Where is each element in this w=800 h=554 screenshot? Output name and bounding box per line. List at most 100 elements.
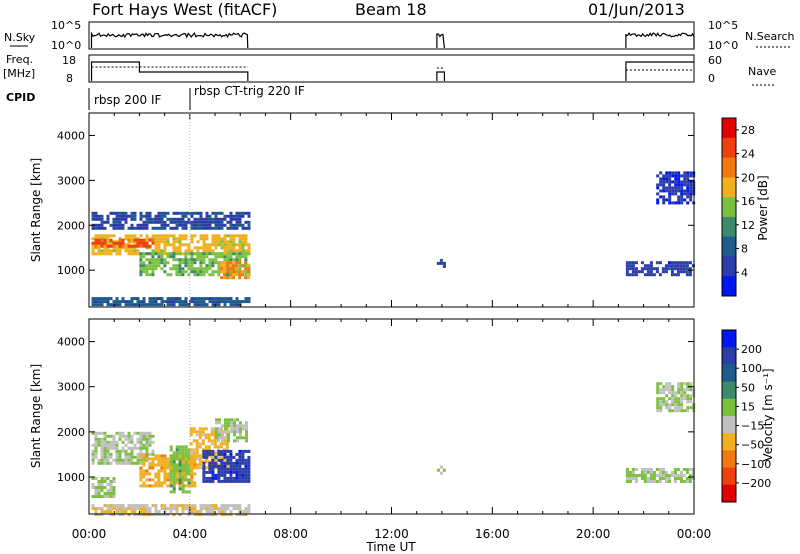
data-cell — [91, 237, 95, 241]
data-cell — [241, 240, 245, 244]
data-cell — [181, 466, 185, 470]
data-cell — [172, 264, 176, 268]
data-cell — [181, 237, 185, 241]
data-cell — [683, 388, 687, 392]
data-cell — [236, 418, 239, 422]
data-cell — [665, 400, 669, 404]
data-cell — [649, 468, 653, 471]
data-cell — [220, 261, 224, 265]
data-cell — [674, 403, 678, 407]
data-cell — [91, 252, 95, 256]
data-cell — [207, 439, 211, 443]
data-cell — [217, 470, 221, 474]
data-cell — [160, 237, 164, 241]
data-cell — [106, 246, 110, 250]
data-cell — [238, 479, 242, 483]
data-cell — [625, 468, 629, 471]
data-cell — [247, 464, 251, 468]
data-cell — [178, 267, 182, 271]
data-cell — [118, 246, 122, 250]
data-cell — [139, 466, 143, 470]
data-cell — [160, 297, 164, 301]
data-cell — [242, 436, 245, 440]
data-cell — [634, 477, 638, 480]
data-cell — [199, 303, 203, 307]
data-cell — [220, 255, 224, 259]
data-cell — [142, 241, 146, 245]
data-cell — [208, 217, 212, 221]
data-cell — [175, 211, 179, 215]
data-cell — [673, 273, 677, 277]
data-cell — [127, 303, 131, 307]
data-cell — [631, 261, 635, 265]
data-cell — [130, 211, 134, 215]
data-cell — [215, 433, 218, 437]
colorbar-segment — [722, 276, 736, 297]
data-cell — [139, 510, 143, 514]
data-cell — [178, 463, 182, 467]
data-cell — [241, 479, 245, 483]
data-cell — [151, 300, 155, 304]
data-cell — [121, 238, 125, 242]
data-cell — [217, 220, 221, 224]
data-cell — [181, 487, 185, 491]
data-cell — [235, 461, 239, 465]
data-cell — [115, 504, 119, 508]
data-cell — [223, 243, 227, 247]
data-cell — [187, 490, 191, 494]
data-cell — [229, 246, 233, 250]
data-cell — [172, 252, 176, 256]
data-cell — [145, 273, 149, 277]
colorbar-tick-label: 12 — [741, 219, 755, 232]
data-cell — [139, 217, 143, 221]
data-cell — [192, 454, 196, 458]
data-cell — [142, 504, 146, 508]
data-cell — [210, 442, 214, 446]
data-cell — [157, 226, 161, 230]
data-cell — [662, 198, 666, 202]
data-cell — [157, 469, 161, 473]
data-cell — [136, 241, 140, 245]
data-cell — [232, 507, 236, 511]
colorbar-segment — [722, 330, 736, 348]
data-cell — [154, 217, 158, 221]
data-cell — [664, 474, 668, 477]
data-cell — [685, 270, 689, 274]
data-cell — [223, 452, 227, 456]
data-cell — [211, 252, 215, 256]
data-cell — [213, 439, 217, 443]
data-cell — [628, 273, 632, 277]
data-cell — [235, 504, 239, 508]
data-cell — [658, 273, 662, 277]
data-cell — [649, 474, 653, 477]
power-ylabel: Slant Range [km] — [29, 158, 43, 262]
data-cell — [145, 270, 149, 274]
data-cell — [145, 457, 149, 461]
data-cell — [205, 214, 209, 218]
data-cell — [181, 475, 185, 479]
data-cell — [215, 418, 218, 422]
data-cell — [145, 507, 149, 511]
data-cell — [172, 246, 176, 250]
data-cell — [136, 431, 140, 435]
data-cell — [91, 243, 95, 247]
data-cell — [217, 473, 221, 477]
data-cell — [238, 504, 242, 508]
data-cell — [210, 430, 214, 434]
data-cell — [94, 241, 98, 245]
data-cell — [94, 513, 98, 517]
data-cell — [225, 454, 229, 458]
data-cell — [238, 473, 242, 477]
data-cell — [127, 434, 131, 438]
data-cell — [136, 452, 140, 456]
data-cell — [244, 258, 248, 262]
data-cell — [679, 474, 683, 477]
data-cell — [688, 267, 692, 271]
data-cell — [97, 238, 101, 242]
data-cell — [142, 475, 146, 479]
data-cell — [100, 252, 104, 256]
data-cell — [163, 237, 167, 241]
data-cell — [127, 440, 131, 444]
data-cell — [691, 477, 695, 480]
data-cell — [247, 458, 251, 462]
